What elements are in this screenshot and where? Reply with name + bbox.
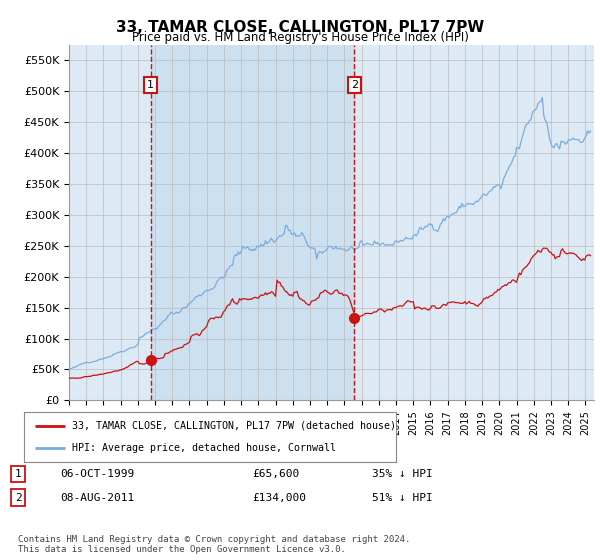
Text: 1: 1 (14, 469, 22, 479)
Text: 33, TAMAR CLOSE, CALLINGTON, PL17 7PW (detached house): 33, TAMAR CLOSE, CALLINGTON, PL17 7PW (d… (73, 421, 397, 431)
Text: 2: 2 (351, 80, 358, 90)
Text: £134,000: £134,000 (252, 493, 306, 502)
Text: 2: 2 (14, 493, 22, 502)
Text: 06-OCT-1999: 06-OCT-1999 (60, 469, 134, 479)
Text: 08-AUG-2011: 08-AUG-2011 (60, 493, 134, 502)
Text: 35% ↓ HPI: 35% ↓ HPI (372, 469, 433, 479)
Text: £65,600: £65,600 (252, 469, 299, 479)
Text: Price paid vs. HM Land Registry's House Price Index (HPI): Price paid vs. HM Land Registry's House … (131, 31, 469, 44)
Bar (151, 45, 355, 400)
Text: 33, TAMAR CLOSE, CALLINGTON, PL17 7PW: 33, TAMAR CLOSE, CALLINGTON, PL17 7PW (116, 20, 484, 35)
Text: 51% ↓ HPI: 51% ↓ HPI (372, 493, 433, 502)
Text: HPI: Average price, detached house, Cornwall: HPI: Average price, detached house, Corn… (73, 443, 337, 453)
Text: 1: 1 (147, 80, 154, 90)
Text: Contains HM Land Registry data © Crown copyright and database right 2024.
This d: Contains HM Land Registry data © Crown c… (18, 535, 410, 554)
